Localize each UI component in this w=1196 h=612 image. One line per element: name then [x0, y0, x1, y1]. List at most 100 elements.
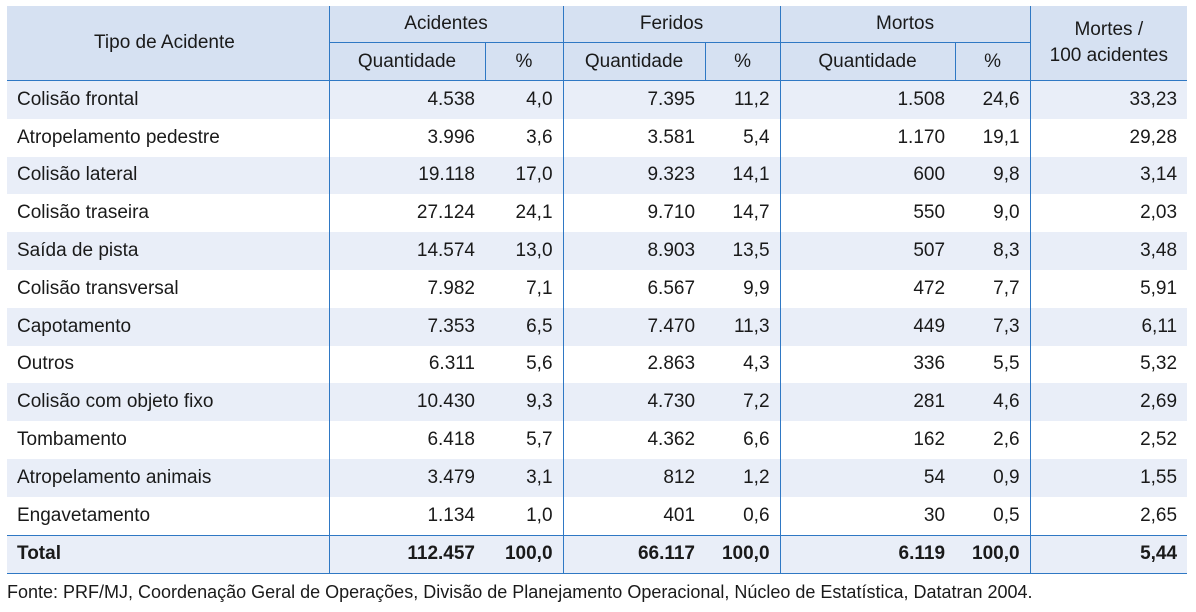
cell-mortos-quantidade: 30 — [779, 496, 956, 536]
table-row: Colisão transversal 7.982 7,1 6.567 9,9 472 7,… — [7, 269, 1188, 308]
cell-tipo: Saída de pista — [7, 232, 329, 270]
cell-acidentes-pct: 9,3 — [485, 383, 564, 422]
cell-feridos-pct: 0,6 — [743, 504, 770, 526]
cell-acidentes-quantidade: 6.418 — [328, 421, 485, 459]
table-header: Tipo de Acidente Acidentes Feridos Morto… — [7, 6, 1188, 81]
cell-feridos-quantidade: 2.863 — [562, 345, 706, 384]
table-row: Atropelamento animais 3.479 3,1 812 1,2 54 0,9… — [7, 458, 1188, 497]
cell-tipo: Colisão frontal — [7, 80, 329, 119]
cell-acidentes-pct: 17,0 — [485, 156, 564, 195]
subheader-feridos-quantidade: Quantidade — [562, 42, 706, 81]
cell-tipo: Colisão transversal — [17, 277, 179, 299]
cell-mortes-por-100: 2,69 — [1029, 383, 1188, 422]
cell-mortos-quantidade: 281 — [779, 383, 956, 422]
header-feridos: Feridos — [562, 6, 781, 43]
cell-acidentes-pct: 24,1 — [515, 202, 553, 224]
cell-mortos-quantidade: 1.170 — [779, 118, 956, 157]
cell-feridos-quantidade: 4.362 — [562, 421, 706, 459]
table-row: Colisão com objeto fixo 10.430 9,3 4.730 7,2… — [7, 383, 1188, 422]
cell-tipo: Outros — [17, 353, 75, 375]
cell-acidentes-quantidade: 4.538 — [328, 80, 485, 119]
cell-acidentes-quantidade: 1.134 — [328, 496, 485, 536]
total-row: Total 112.457 100,0 66.117 100,0 6.119 100,0 5,… — [7, 534, 1188, 574]
cell-acidentes-quantidade: 3.479 — [328, 458, 485, 497]
cell-mortos-quantidade: 54 — [779, 458, 956, 497]
cell-mortes-por-100: 29,28 — [1029, 118, 1188, 157]
header-mortos: Mortos — [779, 6, 1031, 43]
cell-feridos-pct: 11,3 — [705, 307, 781, 346]
cell-acidentes-pct: 4,0 — [485, 80, 564, 119]
cell-mortos-pct: 19,1 — [982, 126, 1020, 148]
cell-tipo: Engavetamento — [17, 504, 151, 526]
cell-acidentes-quantidade: 14.574 — [328, 232, 485, 270]
cell-tipo: Tombamento — [17, 429, 127, 451]
cell-mortos-quantidade: 1.508 — [779, 80, 956, 119]
cell-feridos-pct: 14,7 — [732, 202, 770, 224]
header-tipo-de-acidente: Tipo de Acidente — [7, 6, 329, 81]
cell-mortos-pct: 24,6 — [955, 80, 1031, 119]
cell-feridos-pct: 5,4 — [743, 126, 770, 148]
cell-tipo: Atropelamento pedestre — [17, 126, 220, 148]
cell-acidentes-quantidade: 7.353 — [328, 307, 485, 346]
cell-mortos-pct: 9,8 — [955, 156, 1031, 195]
cell-feridos-quantidade: 6.567 — [562, 269, 706, 308]
cell-mortos-quantidade: 507 — [779, 232, 956, 270]
cell-acidentes-quantidade: 19.118 — [328, 156, 485, 195]
cell-feridos-pct: 14,1 — [705, 156, 781, 195]
subheader-mortos-quantidade: Quantidade — [779, 42, 956, 81]
cell-mortes-por-100: 3,14 — [1029, 156, 1188, 195]
cell-feridos-pct: 100,0 — [705, 534, 781, 574]
cell-acidentes-pct: 3,6 — [526, 126, 553, 148]
cell-feridos-quantidade: 3.581 — [562, 118, 706, 157]
cell-acidentes-quantidade: 112.457 — [328, 534, 485, 574]
cell-tipo: Capotamento — [7, 307, 329, 346]
cell-mortos-quantidade: 600 — [779, 156, 956, 195]
cell-mortes-por-100: 5,32 — [1029, 345, 1188, 384]
cell-tipo: Total — [7, 534, 329, 574]
cell-acidentes-pct: 5,6 — [526, 353, 553, 375]
cell-feridos-pct: 1,2 — [705, 458, 781, 497]
cell-mortos-pct: 0,9 — [955, 458, 1031, 497]
cell-mortos-pct: 8,3 — [955, 232, 1031, 270]
cell-feridos-pct: 9,9 — [743, 277, 770, 299]
cell-feridos-pct: 7,2 — [705, 383, 781, 422]
cell-mortes-por-100: 2,03 — [1029, 194, 1188, 233]
cell-mortos-quantidade: 336 — [779, 345, 956, 384]
cell-feridos-quantidade: 7.395 — [562, 80, 706, 119]
cell-mortos-pct: 100,0 — [955, 534, 1031, 574]
cell-mortos-pct: 2,6 — [993, 429, 1020, 451]
cell-feridos-quantidade: 401 — [562, 496, 706, 536]
table-row: Outros 6.311 5,6 2.863 4,3 336 5,5 5,32 — [7, 345, 1188, 384]
cell-mortos-quantidade: 449 — [779, 307, 956, 346]
cell-acidentes-pct: 5,7 — [526, 429, 553, 451]
cell-tipo: Colisão com objeto fixo — [7, 383, 329, 422]
accidents-table: Tipo de Acidente Acidentes Feridos Morto… — [7, 6, 1188, 574]
cell-feridos-quantidade: 9.710 — [562, 194, 706, 233]
table-body: Colisão frontal 4.538 4,0 7.395 11,2 1.508 24,… — [7, 80, 1188, 574]
cell-mortos-pct: 5,5 — [993, 353, 1020, 375]
cell-mortes-por-100: 33,23 — [1029, 80, 1188, 119]
table-row: Atropelamento pedestre 3.996 3,6 3.581 5,4 1.… — [7, 118, 1188, 157]
subheader-acidentes-quantidade: Quantidade — [328, 42, 485, 81]
cell-acidentes-pct: 1,0 — [526, 504, 553, 526]
cell-acidentes-quantidade: 7.982 — [328, 269, 485, 308]
header-mortes-por-100-acidentes: Mortes / 100 acidentes — [1029, 6, 1188, 81]
header-mortes-line1: Mortes / — [1074, 19, 1144, 40]
cell-mortos-quantidade: 472 — [779, 269, 956, 308]
cell-feridos-pct: 13,5 — [705, 232, 781, 270]
cell-feridos-quantidade: 7.470 — [562, 307, 706, 346]
cell-acidentes-pct: 7,1 — [526, 277, 553, 299]
cell-mortes-por-100: 2,52 — [1029, 421, 1188, 459]
header-mortes-line2: 100 acidentes — [1049, 45, 1168, 66]
cell-mortes-por-100: 5,91 — [1029, 269, 1188, 308]
table-row: Saída de pista 14.574 13,0 8.903 13,5 507 8,3 3… — [7, 232, 1188, 270]
subheader-mortos-pct: % — [954, 42, 1031, 81]
cell-feridos-quantidade: 4.730 — [562, 383, 706, 422]
cell-mortes-por-100: 6,11 — [1029, 307, 1188, 346]
cell-feridos-pct: 11,2 — [705, 80, 781, 119]
cell-mortos-quantidade: 550 — [779, 194, 956, 233]
cell-mortos-pct: 7,3 — [955, 307, 1031, 346]
cell-acidentes-pct: 13,0 — [485, 232, 564, 270]
subheader-acidentes-pct: % — [484, 42, 564, 81]
cell-mortes-por-100: 3,48 — [1029, 232, 1188, 270]
